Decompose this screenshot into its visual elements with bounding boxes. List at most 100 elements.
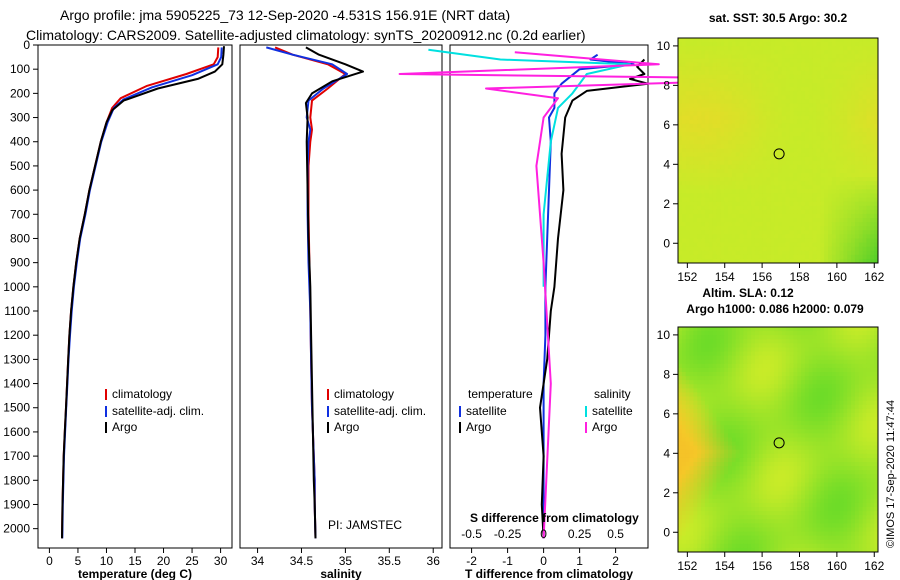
sla-map-cell	[685, 462, 691, 467]
sst-map-cell	[739, 83, 744, 88]
sst-map-cell	[804, 144, 810, 149]
sla-map-cell	[866, 327, 871, 332]
depth-ytick-label: 500	[10, 159, 30, 173]
sst-map-cell	[816, 62, 821, 68]
sst-map-cell	[778, 140, 783, 145]
sla-map-cell	[820, 347, 825, 353]
sla-map-cell	[751, 429, 756, 434]
sst-map-cell	[874, 50, 879, 55]
sla-map-cell	[739, 367, 744, 373]
sst-map-cell	[743, 205, 748, 211]
sla-map-cell	[854, 445, 860, 451]
sst-map-cell	[858, 87, 864, 92]
sst-map-cell	[793, 119, 798, 125]
sla-map-cell	[781, 433, 787, 438]
sla-map-cell	[774, 478, 779, 483]
sst-map-cell	[831, 226, 837, 231]
sst-map-cell	[816, 209, 821, 215]
sst-map-cell	[847, 189, 852, 194]
sst-map-cell	[843, 83, 848, 88]
sla-map-cell	[743, 474, 748, 479]
sst-map-cell	[747, 58, 752, 64]
sst-map-cell	[789, 201, 794, 207]
sst-map-cell	[785, 50, 791, 55]
sla-map-cell	[716, 339, 721, 344]
sst-map-cell	[797, 103, 802, 109]
sla-map-cell	[801, 425, 806, 430]
sst-map-cell	[685, 238, 691, 244]
sla-map-cell	[720, 355, 725, 361]
sla-map-cell	[720, 478, 725, 483]
sst-map-cell	[874, 103, 879, 109]
sla-map-cell	[839, 331, 844, 336]
sst-map-cell	[858, 38, 864, 43]
sst-map-cell	[774, 91, 779, 96]
sst-map-cell	[835, 234, 841, 239]
sla-map-cell	[701, 380, 706, 385]
sla-map-cell	[678, 388, 683, 393]
sla-map-cell	[739, 355, 744, 361]
depth-ytick-label: 900	[10, 256, 30, 270]
sla-map-cell	[704, 327, 710, 332]
sla-map-cell	[835, 367, 841, 373]
sst-map-cell	[747, 91, 752, 96]
sst-map-cell	[828, 173, 833, 178]
sla-map-cell	[758, 363, 764, 369]
sla-map-cell	[728, 425, 733, 430]
sla-map-cell	[785, 376, 791, 381]
sla-map-cell	[728, 441, 733, 447]
sst-map-cell	[693, 197, 698, 203]
sla-map-cell	[716, 404, 721, 410]
sst-map-cell	[778, 185, 783, 190]
sst-map-cell	[735, 111, 741, 117]
sst-map-cell	[689, 213, 694, 219]
sla-map-cell	[851, 396, 856, 402]
sla-map-cell	[751, 417, 756, 422]
sla-map-cell	[804, 470, 810, 475]
sst-map-cell	[808, 250, 814, 256]
sst-map-cell	[781, 144, 787, 149]
sst-map-cell	[731, 218, 737, 223]
sst-map-cell	[712, 62, 717, 68]
sst-map-cell	[854, 173, 860, 178]
sst-map-cell	[716, 70, 721, 76]
sst-map-cell	[801, 91, 806, 96]
sla-map-cell	[820, 404, 825, 410]
sst-map-cell	[874, 78, 879, 84]
sst-map-cell	[847, 148, 852, 154]
sst-map-cell	[770, 234, 775, 239]
sla-map-cell	[689, 445, 694, 451]
sla-map-cell	[704, 339, 710, 344]
sst-map-cell	[808, 136, 814, 141]
sla-map-cell	[808, 478, 814, 483]
sst-map-cell	[866, 132, 871, 137]
sla-map-cell	[808, 445, 814, 451]
sla-map-cell	[697, 331, 702, 336]
sst-map-cell	[851, 230, 856, 235]
sla-map-cell	[704, 408, 710, 414]
sla-map-cell	[712, 421, 717, 426]
sla-map-cell	[812, 327, 817, 332]
salinity-xlabel: salinity	[320, 567, 362, 580]
sst-map-cell	[774, 254, 779, 260]
sla-map-cell	[701, 376, 706, 381]
sst-map-cell	[701, 181, 706, 186]
sla-map-cell	[766, 351, 771, 357]
sst-map-cell	[789, 242, 794, 248]
sla-map-cell	[762, 412, 767, 418]
sst-map-cell	[774, 246, 779, 252]
sst-map-cell	[781, 189, 787, 194]
sla-map-cell	[704, 355, 710, 361]
sla-map-cell	[789, 478, 794, 483]
sla-map-cell	[758, 376, 764, 381]
sst-map-cell	[728, 62, 733, 68]
sla-map-cell	[697, 347, 702, 353]
sla-map-cell	[731, 396, 737, 402]
sst-map-cell	[770, 132, 775, 137]
sla-map-cell	[731, 417, 737, 422]
sst-map-cell	[789, 189, 794, 194]
sst-map-cell	[766, 238, 771, 244]
sla-map-cell	[816, 359, 821, 365]
sst-map-cell	[766, 185, 771, 190]
sla-map-cell	[858, 429, 864, 434]
